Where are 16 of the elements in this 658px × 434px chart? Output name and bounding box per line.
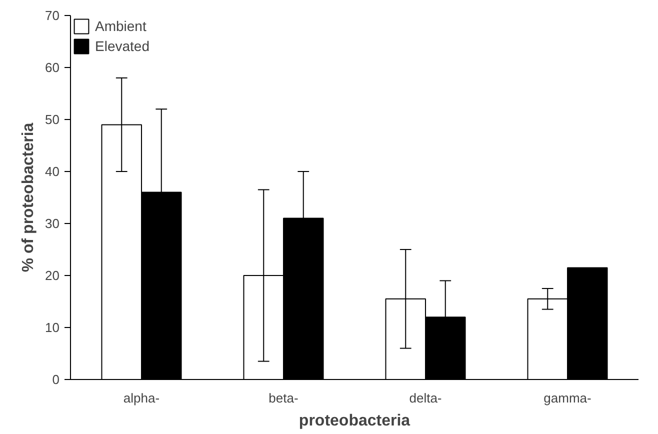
y-tick-label: 40 [45, 164, 60, 179]
x-tick-label: delta- [409, 390, 442, 406]
y-tick-label: 70 [45, 8, 60, 23]
x-tick-label: gamma- [544, 390, 592, 406]
x-tick-label: beta- [268, 390, 298, 406]
y-tick-label: 10 [45, 320, 60, 335]
y-tick-label: 0 [52, 372, 60, 387]
y-axis-title: % of proteobacteria [20, 122, 38, 272]
legend-label: Ambient [95, 18, 146, 34]
x-axis-title: proteobacteria [298, 412, 410, 430]
x-tick-label: alpha- [123, 390, 160, 406]
legend-label: Elevated [95, 38, 150, 54]
y-tick-label: 20 [45, 268, 60, 283]
y-tick-label: 30 [45, 216, 60, 231]
y-tick-label: 60 [45, 60, 60, 75]
y-tick-label: 50 [45, 112, 60, 127]
